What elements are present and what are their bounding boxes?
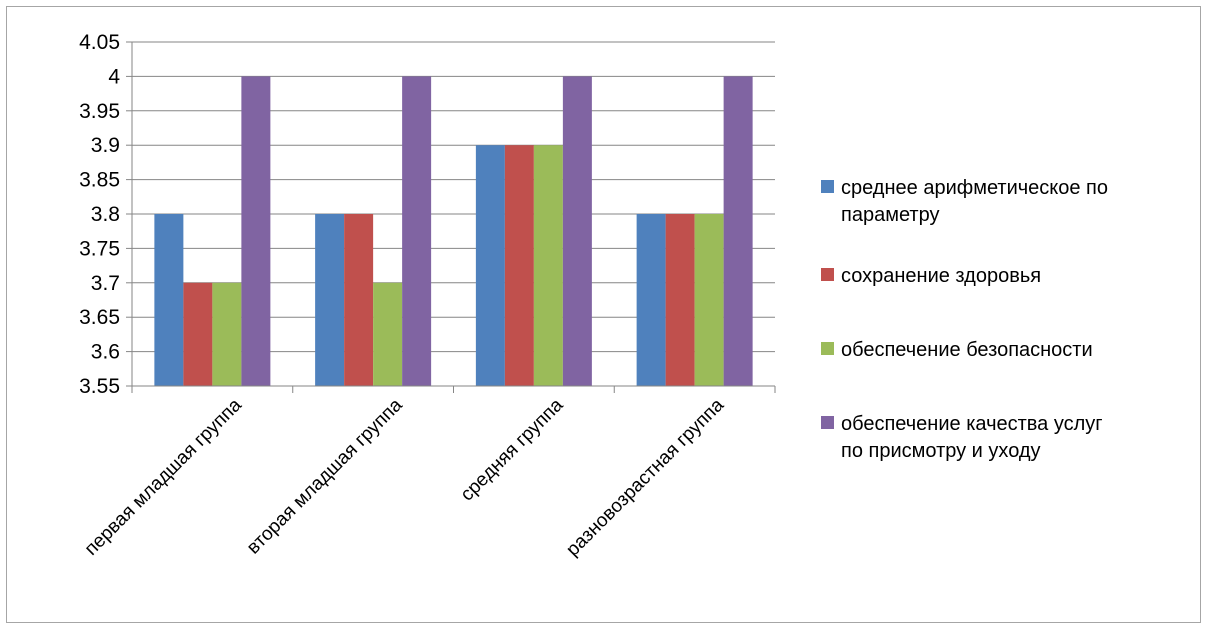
legend-swatch: [821, 268, 834, 281]
bar: [665, 214, 695, 386]
bar: [562, 76, 592, 387]
bar: [315, 214, 345, 386]
x-category-label: первая младшая группа: [81, 394, 246, 559]
y-tick-label: 4.05: [79, 31, 120, 54]
y-tick-labels: 3.55 3.6 3.65 3.7 3.75 3.8 3.85 3.9 3.95 4 4.05: [79, 31, 120, 398]
bar: [402, 76, 432, 387]
bar: [504, 145, 534, 386]
bar: [636, 214, 666, 386]
bar: [533, 145, 563, 386]
legend-swatch: [821, 416, 834, 429]
legend-label: обеспечение качества услуг по присмотру и…: [841, 413, 1103, 462]
x-category-label: вторая младшая группа: [243, 394, 407, 558]
bar: [212, 282, 242, 386]
y-tick-label: 3.8: [91, 203, 120, 226]
y-tick-label: 3.95: [79, 100, 120, 123]
legend-label: сохранение здоровья: [841, 265, 1041, 287]
axes: [126, 41, 776, 393]
bar: [154, 214, 184, 386]
bars: [154, 76, 753, 387]
bar: [694, 214, 724, 386]
legend: среднее арифметическое по параметру сохран…: [821, 177, 1108, 462]
y-tick-label: 3.7: [91, 272, 120, 295]
legend-label: среднее арифметическое по параметру: [841, 177, 1108, 226]
x-category-label: разновозрастная группа: [562, 394, 728, 560]
y-tick-label: 3.75: [79, 237, 120, 260]
x-category-label: средняя группа: [457, 394, 568, 505]
legend-label: обеспечение безопасности: [841, 339, 1093, 361]
y-tick-label: 3.6: [91, 341, 120, 364]
legend-swatch: [821, 180, 834, 193]
bar: [373, 282, 403, 386]
bar: [344, 214, 374, 386]
y-tick-label: 3.65: [79, 306, 120, 329]
legend-swatch: [821, 342, 834, 355]
bar: [475, 145, 505, 386]
bar: [183, 282, 213, 386]
bar: [241, 76, 271, 387]
y-tick-label: 3.85: [79, 169, 120, 192]
y-tick-label: 4: [108, 65, 120, 88]
bar: [723, 76, 753, 387]
y-tick-label: 3.55: [79, 375, 120, 398]
y-tick-label: 3.9: [91, 134, 120, 157]
